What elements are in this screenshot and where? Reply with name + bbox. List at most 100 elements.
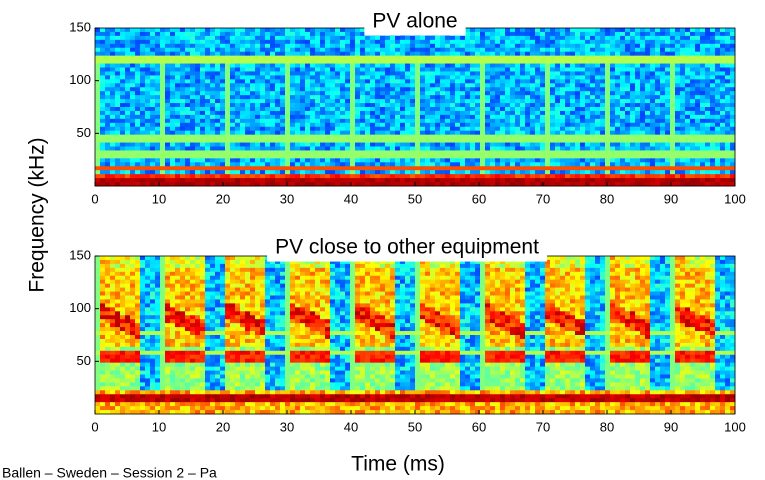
spectrogram-cell: [345, 52, 350, 56]
spectrogram-cell: [170, 71, 175, 75]
spectrogram-cell: [440, 68, 445, 72]
spectrogram-cell: [400, 166, 405, 170]
spectrogram-cell: [610, 83, 615, 87]
spectrogram-cell: [155, 32, 160, 36]
spectrogram-cell: [265, 178, 270, 182]
spectrogram-cell: [285, 174, 290, 178]
spectrogram-cell: [330, 48, 335, 52]
spectrogram-cell: [345, 111, 350, 115]
spectrogram-cell: [665, 28, 670, 32]
spectrogram-cell: [465, 71, 470, 75]
spectrogram-cell: [470, 139, 475, 143]
spectrogram-cell: [545, 174, 550, 178]
spectrogram-cell: [325, 123, 330, 127]
spectrogram-cell: [565, 154, 570, 158]
spectrogram-cell: [720, 87, 725, 91]
spectrogram-cell: [540, 87, 545, 91]
spectrogram-cell: [655, 28, 660, 32]
spectrogram-cell: [220, 143, 225, 147]
spectrogram-cell: [345, 79, 350, 83]
spectrogram-cell: [630, 56, 635, 60]
spectrogram-cell: [535, 147, 540, 151]
spectrogram-cell: [210, 87, 215, 91]
spectrogram-cell: [700, 83, 705, 87]
spectrogram-cell: [165, 64, 170, 68]
spectrogram-cell: [175, 40, 180, 44]
spectrogram-cell: [285, 154, 290, 158]
spectrogram-cell: [335, 99, 340, 103]
spectrogram-cell: [370, 107, 375, 111]
spectrogram-cell: [660, 48, 665, 52]
spectrogram-cell: [460, 36, 465, 40]
spectrogram-cell: [130, 174, 135, 178]
spectrogram-cell: [530, 91, 535, 95]
spectrogram-cell: [360, 36, 365, 40]
spectrogram-cell: [510, 162, 515, 166]
spectrogram-cell: [535, 60, 540, 64]
spectrogram-cell: [645, 139, 650, 143]
spectrogram-cell: [555, 83, 560, 87]
spectrogram-cell: [160, 150, 165, 154]
spectrogram-cell: [720, 131, 725, 135]
spectrogram-cell: [705, 91, 710, 95]
spectrogram-cell: [720, 115, 725, 119]
spectrogram-cell: [145, 36, 150, 40]
spectrogram-cell: [610, 158, 615, 162]
spectrogram-cell: [110, 83, 115, 87]
spectrogram-cell: [295, 75, 300, 79]
spectrogram-cell: [295, 99, 300, 103]
spectrogram-cell: [505, 91, 510, 95]
spectrogram-cell: [295, 40, 300, 44]
spectrogram-cell: [675, 28, 680, 32]
spectrogram-cell: [225, 40, 230, 44]
spectrogram-cell: [110, 147, 115, 151]
spectrogram-cell: [535, 150, 540, 154]
spectrogram-cell: [570, 56, 575, 60]
spectrogram-cell: [470, 174, 475, 178]
spectrogram-cell: [300, 150, 305, 154]
spectrogram-cell: [195, 44, 200, 48]
spectrogram-cell: [195, 127, 200, 131]
spectrogram-cell: [355, 119, 360, 123]
spectrogram-cell: [405, 139, 410, 143]
spectrogram-cell: [170, 166, 175, 170]
spectrogram-cell: [535, 135, 540, 139]
spectrogram-cell: [125, 119, 130, 123]
spectrogram-cell: [220, 123, 225, 127]
spectrogram-cell: [570, 40, 575, 44]
spectrogram-cell: [190, 56, 195, 60]
spectrogram-cell: [125, 154, 130, 158]
spectrogram-cell: [555, 154, 560, 158]
spectrogram-cell: [620, 107, 625, 111]
spectrogram-cell: [475, 135, 480, 139]
spectrogram-cell: [710, 87, 715, 91]
spectrogram-cell: [425, 178, 430, 182]
spectrogram-cell: [535, 87, 540, 91]
spectrogram-cell: [425, 52, 430, 56]
spectrogram-cell: [270, 95, 275, 99]
spectrogram-cell: [550, 143, 555, 147]
spectrogram-cell: [540, 119, 545, 123]
spectrogram-cell: [100, 174, 105, 178]
spectrogram-cell: [170, 95, 175, 99]
spectrogram-cell: [255, 107, 260, 111]
spectrogram-cell: [420, 36, 425, 40]
spectrogram-cell: [510, 135, 515, 139]
spectrogram-cell: [625, 75, 630, 79]
spectrogram-cell: [605, 162, 610, 166]
spectrogram-cell: [485, 119, 490, 123]
spectrogram-cell: [715, 115, 720, 119]
spectrogram-cell: [405, 36, 410, 40]
spectrogram-cell: [395, 115, 400, 119]
spectrogram-cell: [405, 56, 410, 60]
spectrogram-cell: [280, 178, 285, 182]
spectrogram-cell: [500, 107, 505, 111]
spectrogram-cell: [615, 147, 620, 151]
spectrogram-cell: [285, 158, 290, 162]
spectrogram-cell: [360, 143, 365, 147]
spectrogram-cell: [420, 103, 425, 107]
spectrogram-cell: [590, 79, 595, 83]
spectrogram-cell: [395, 178, 400, 182]
spectrogram-cell: [620, 123, 625, 127]
spectrogram-cell: [320, 115, 325, 119]
